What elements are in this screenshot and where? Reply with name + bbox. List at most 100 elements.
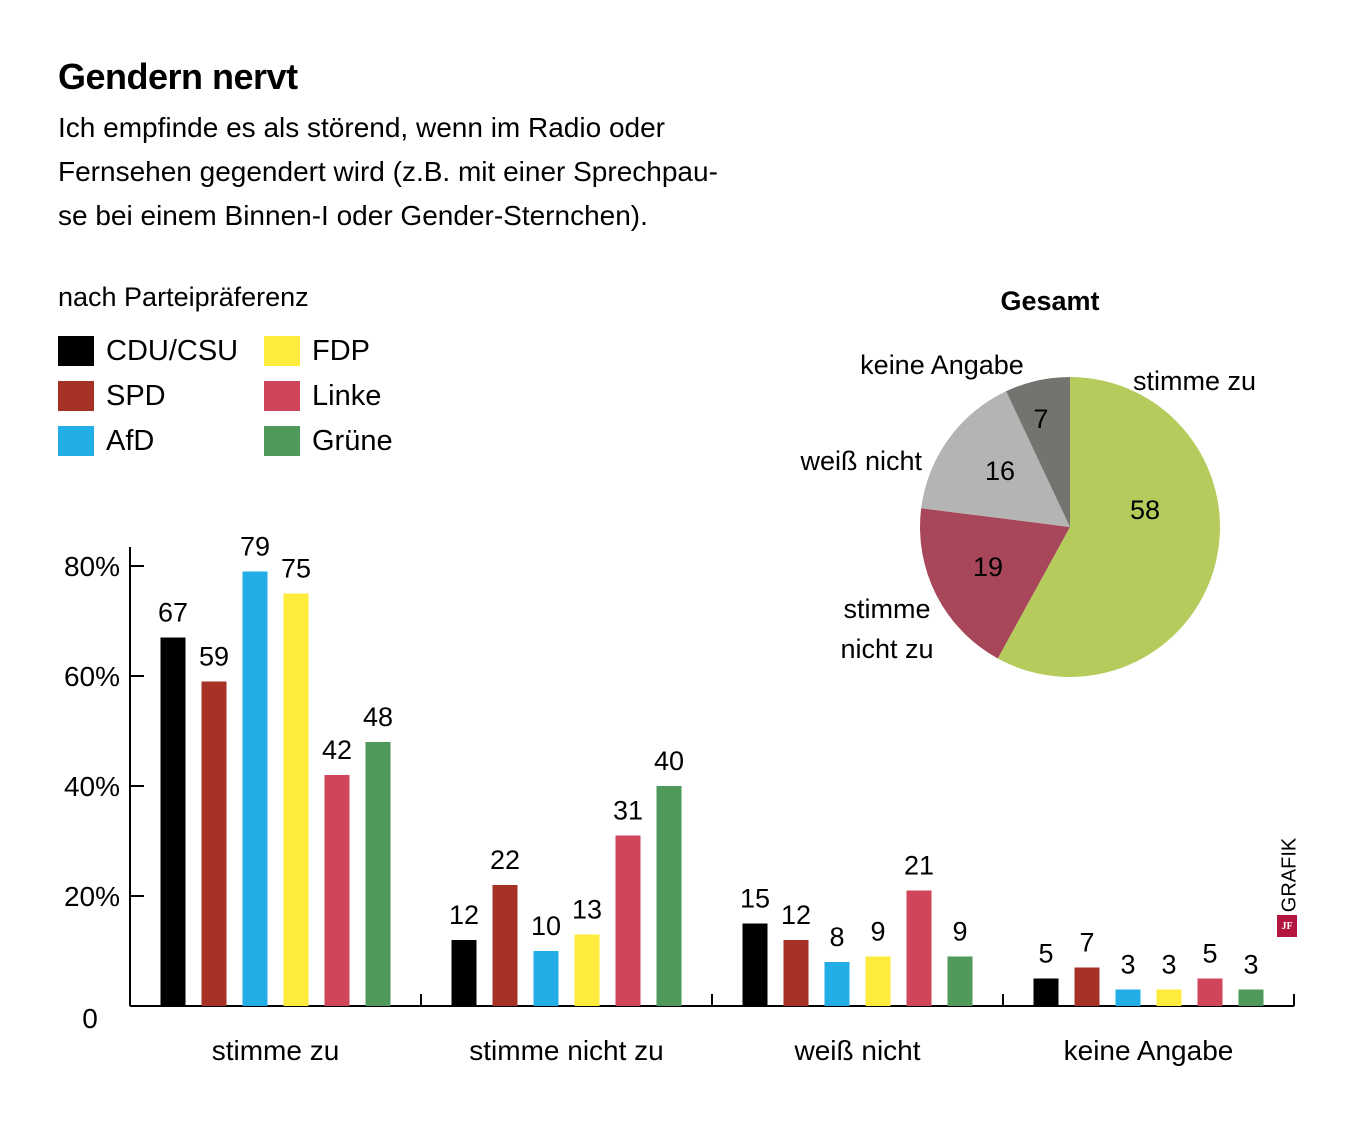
bar-value-label: 10 (531, 911, 561, 941)
y-tick-label: 40% (64, 771, 120, 802)
y-tick-label: 80% (64, 551, 120, 582)
y-tick-label: 0 (82, 1003, 98, 1034)
bar (824, 962, 850, 1006)
bar-value-label: 59 (199, 642, 229, 672)
bar (783, 940, 809, 1006)
legend-label: FDP (312, 334, 370, 367)
legend-swatch (264, 381, 300, 411)
pie-slice-label: nicht zu (840, 634, 933, 664)
chart-title: Gendern nervt (58, 56, 298, 97)
pie-slice-label: keine Angabe (860, 350, 1024, 380)
legend-swatch (58, 426, 94, 456)
bar-value-label: 12 (449, 900, 479, 930)
category-label: keine Angabe (1064, 1035, 1234, 1066)
pie-slice-label: weiß nicht (799, 446, 922, 476)
bar (201, 681, 227, 1006)
bar (1033, 978, 1059, 1006)
legend-item-cdu-csu: CDU/CSU (58, 334, 238, 368)
y-tick-label: 20% (64, 881, 120, 912)
bar (1156, 989, 1182, 1006)
category-label: weiß nicht (793, 1035, 920, 1066)
bar-value-label: 5 (1038, 939, 1053, 969)
legend-label: CDU/CSU (106, 334, 239, 367)
bar (865, 956, 891, 1006)
bar-value-label: 22 (490, 845, 520, 875)
bar-value-label: 8 (829, 922, 844, 952)
pie-slice (919, 508, 1070, 659)
bar-value-label: 40 (654, 746, 684, 776)
bar-value-label: 48 (363, 702, 393, 732)
bar-value-label: 3 (1243, 950, 1258, 980)
bar (533, 951, 559, 1006)
bar-value-label: 9 (952, 917, 967, 947)
bar-value-label: 21 (904, 851, 934, 881)
bar (365, 742, 391, 1006)
jf-logo-icon: JF (1277, 915, 1297, 937)
bar (906, 890, 932, 1006)
subtitle-line: se bei einem Binnen-I oder Gender-Sternc… (58, 200, 648, 231)
pie-title: Gesamt (1000, 286, 1099, 316)
legend-swatch (58, 381, 94, 411)
bar (947, 956, 973, 1006)
category-label: stimme nicht zu (469, 1035, 664, 1066)
legend-label: SPD (106, 379, 166, 412)
category-label: stimme zu (212, 1035, 340, 1066)
bar-value-label: 15 (740, 884, 770, 914)
legend-label: AfD (106, 424, 155, 457)
bar (574, 934, 600, 1006)
bar (1074, 967, 1100, 1006)
legend-title: nach Parteipräferenz (58, 282, 309, 312)
credit-label: GRAFIK (1278, 837, 1301, 913)
pie-slice-label: stimme zu (1133, 366, 1256, 396)
bar (283, 593, 309, 1006)
bar-value-label: 75 (281, 554, 311, 584)
pie-slice (1006, 377, 1070, 527)
legend: CDU/CSU SPD AfD FDP Linke Grüne (58, 334, 458, 474)
bar-value-label: 12 (781, 900, 811, 930)
bar (242, 571, 268, 1006)
bar-value-label: 3 (1161, 950, 1176, 980)
legend-item-afd: AfD (58, 424, 154, 458)
bar (324, 775, 350, 1006)
subtitle-line: Ich empfinde es als störend, wenn im Rad… (58, 112, 665, 143)
bar (1238, 989, 1264, 1006)
bar-value-label: 67 (158, 598, 188, 628)
bar (742, 923, 768, 1006)
legend-item-linke: Linke (264, 379, 381, 413)
bar-value-label: 79 (240, 532, 270, 562)
bar (656, 786, 682, 1006)
legend-item-fdp: FDP (264, 334, 370, 368)
bar-value-label: 5 (1202, 939, 1217, 969)
pie-value-label: 19 (973, 552, 1003, 582)
chart-subtitle: Ich empfinde es als störend, wenn im Rad… (58, 106, 798, 238)
pie-slice (997, 377, 1221, 677)
bar-value-label: 3 (1120, 950, 1135, 980)
bar (1115, 989, 1141, 1006)
pie-slice-label: stimme (844, 594, 931, 624)
y-tick-label: 60% (64, 661, 120, 692)
bar (160, 637, 186, 1006)
bar-value-label: 31 (613, 796, 643, 826)
bar (1197, 978, 1223, 1006)
legend-item-gruene: Grüne (264, 424, 393, 458)
legend-label: Grüne (312, 424, 393, 457)
bar (492, 885, 518, 1006)
pie-value-label: 16 (985, 456, 1015, 486)
legend-item-spd: SPD (58, 379, 166, 413)
bar-value-label: 13 (572, 895, 602, 925)
legend-label: Linke (312, 379, 382, 412)
subtitle-line: Fernsehen gegendert wird (z.B. mit einer… (58, 156, 718, 187)
bar-value-label: 42 (322, 735, 352, 765)
pie-value-label: 58 (1130, 495, 1160, 525)
legend-swatch (264, 426, 300, 456)
legend-swatch (58, 336, 94, 366)
bar (451, 940, 477, 1006)
credit-label-wrap: GRAFIK (1255, 837, 1325, 913)
legend-swatch (264, 336, 300, 366)
bar-value-label: 7 (1079, 928, 1094, 958)
pie-value-label: 7 (1033, 404, 1048, 434)
bar-value-label: 9 (870, 917, 885, 947)
bar (615, 835, 641, 1006)
pie-slice (921, 391, 1070, 527)
